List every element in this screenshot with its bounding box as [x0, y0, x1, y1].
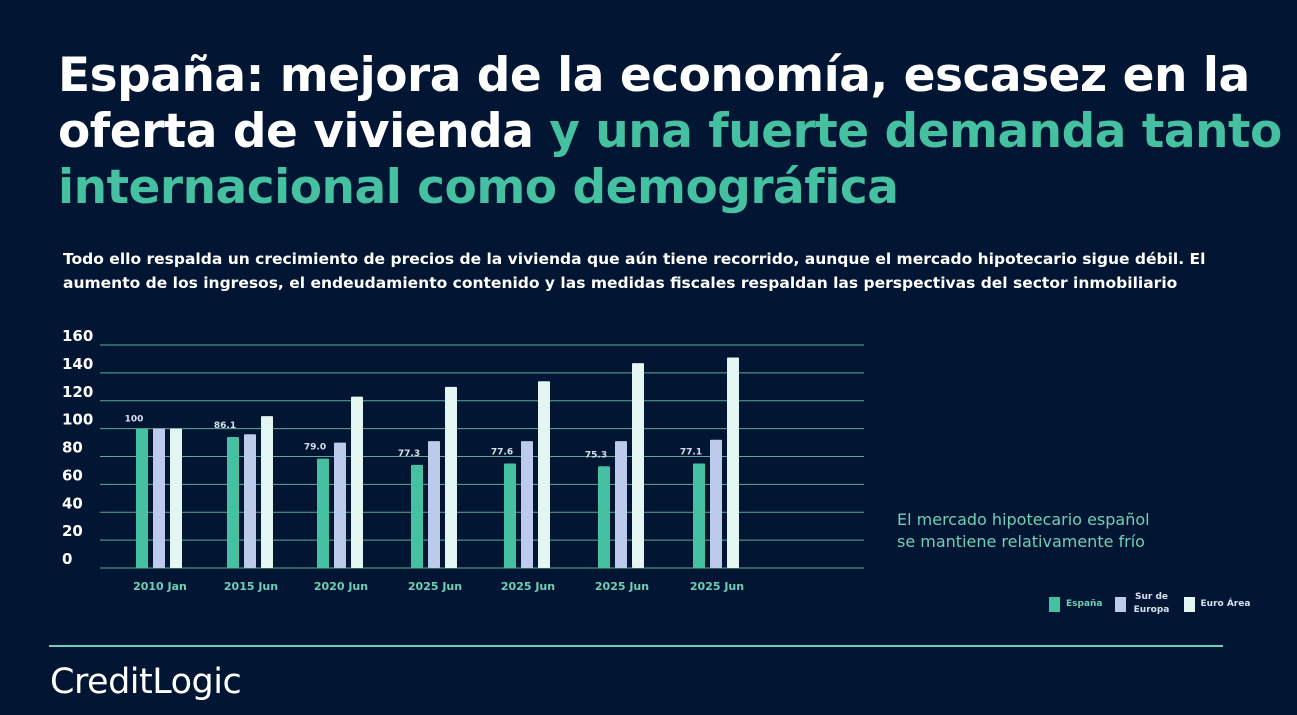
side-note-line-2: se mantiene relativamente frío [897, 532, 1145, 551]
bar-sur [710, 439, 722, 568]
bar-euro [632, 363, 644, 568]
bar-chart: 160 140 120 100 80 60 40 20 0 100 2010 Jan 86.1 2015… [62, 327, 864, 593]
side-note-line-1: El mercado hipotecario español [897, 510, 1150, 529]
bar-sur [244, 434, 256, 568]
legend-swatch-espana [1049, 596, 1060, 612]
legend-item-sur: Sur de Europa [1114, 591, 1172, 617]
legend-swatch-euro [1183, 596, 1195, 612]
bar-espana [411, 464, 423, 568]
chart-legend: España Sur de Europa Euro Área [1049, 591, 1262, 617]
legend-label-euro: Euro Área [1200, 598, 1251, 609]
y-tick-label: 160 [62, 327, 93, 345]
page-title: España: mejora de la economía, escasez e… [58, 48, 1293, 216]
creditlogic-logo: CreditLogic [50, 662, 242, 702]
bar-espana [693, 463, 705, 568]
data-label-espana: 77.1 [680, 447, 702, 457]
bar-sur [521, 441, 533, 568]
x-tick-label: 2025 Jun [501, 580, 555, 593]
legend-label-sur: Sur de Europa [1133, 592, 1170, 615]
legend-item-espana: España [1049, 596, 1103, 612]
side-note: El mercado hipotecario español se mantie… [897, 509, 1150, 553]
data-label-espana: 77.6 [491, 447, 513, 457]
bar-espana [598, 466, 610, 568]
y-tick-label: 80 [62, 439, 83, 457]
footer-divider [49, 645, 1223, 647]
x-tick-label: 2010 Jan [133, 580, 187, 593]
title-main: España: mejora de la economía, escasez e… [58, 48, 1250, 159]
y-tick-label: 100 [62, 411, 93, 429]
legend-swatch-sur [1114, 596, 1126, 612]
x-tick-label: 2025 Jun [595, 580, 649, 593]
title-accent: y una fuerte demanda tanto internacional… [58, 104, 1282, 215]
bar-sur [334, 442, 346, 568]
bar-euro [445, 386, 457, 568]
data-label-espana: 100 [125, 415, 144, 425]
x-tick-label: 2020 Jun [314, 580, 368, 593]
x-tick-label: 2025 Jun [408, 580, 462, 593]
y-tick-label: 0 [62, 550, 72, 568]
bar-euro [261, 416, 273, 568]
legend-label-espana: España [1066, 598, 1103, 609]
y-tick-label: 120 [62, 383, 93, 401]
page-subtitle: Todo ello respalda un crecimiento de pre… [63, 250, 1206, 292]
data-label-espana: 79.0 [304, 443, 326, 453]
data-label-espana: 86.1 [214, 421, 236, 431]
bar-espana [136, 428, 148, 568]
bar-euro [538, 381, 550, 568]
x-tick-label: 2025 Jun [690, 580, 744, 593]
x-tick-label: 2015 Jun [224, 580, 278, 593]
y-tick-label: 20 [62, 522, 83, 540]
y-tick-label: 60 [62, 466, 83, 484]
bar-sur [153, 428, 165, 568]
y-tick-label: 40 [62, 494, 83, 512]
y-tick-label: 140 [62, 355, 93, 373]
data-label-espana: 75.3 [585, 450, 607, 460]
bar-espana [227, 436, 239, 568]
legend-item-euro: Euro Área [1183, 596, 1251, 612]
bar-euro [170, 428, 182, 568]
bar-sur [428, 441, 440, 568]
bar-euro [727, 357, 739, 568]
bar-espana [317, 458, 329, 568]
bar-euro [351, 396, 363, 568]
bar-espana [504, 463, 516, 568]
bar-sur [615, 441, 627, 568]
data-label-espana: 77.3 [398, 449, 420, 459]
